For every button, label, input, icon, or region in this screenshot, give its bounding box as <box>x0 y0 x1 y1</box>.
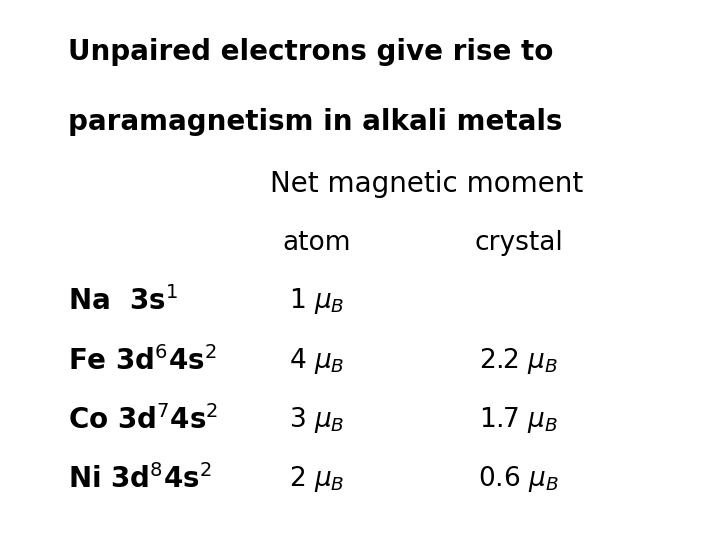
Text: Ni 3d$^8$4s$^2$: Ni 3d$^8$4s$^2$ <box>68 464 212 494</box>
Text: 2 $\mu_B$: 2 $\mu_B$ <box>289 464 345 495</box>
Text: Fe 3d$^6$4s$^2$: Fe 3d$^6$4s$^2$ <box>68 346 217 375</box>
Text: Co 3d$^7$4s$^2$: Co 3d$^7$4s$^2$ <box>68 405 219 435</box>
Text: atom: atom <box>282 230 351 255</box>
Text: 1 $\mu_B$: 1 $\mu_B$ <box>289 286 345 316</box>
Text: Net magnetic moment: Net magnetic moment <box>270 170 583 198</box>
Text: 3 $\mu_B$: 3 $\mu_B$ <box>289 405 345 435</box>
Text: paramagnetism in alkali metals: paramagnetism in alkali metals <box>68 108 563 136</box>
Text: 2.2 $\mu_B$: 2.2 $\mu_B$ <box>479 346 558 376</box>
Text: Na  3s$^1$: Na 3s$^1$ <box>68 286 179 316</box>
Text: 1.7 $\mu_B$: 1.7 $\mu_B$ <box>479 405 558 435</box>
Text: crystal: crystal <box>474 230 563 255</box>
Text: Unpaired electrons give rise to: Unpaired electrons give rise to <box>68 38 554 66</box>
Text: 0.6 $\mu_B$: 0.6 $\mu_B$ <box>478 464 559 495</box>
Text: 4 $\mu_B$: 4 $\mu_B$ <box>289 346 345 376</box>
